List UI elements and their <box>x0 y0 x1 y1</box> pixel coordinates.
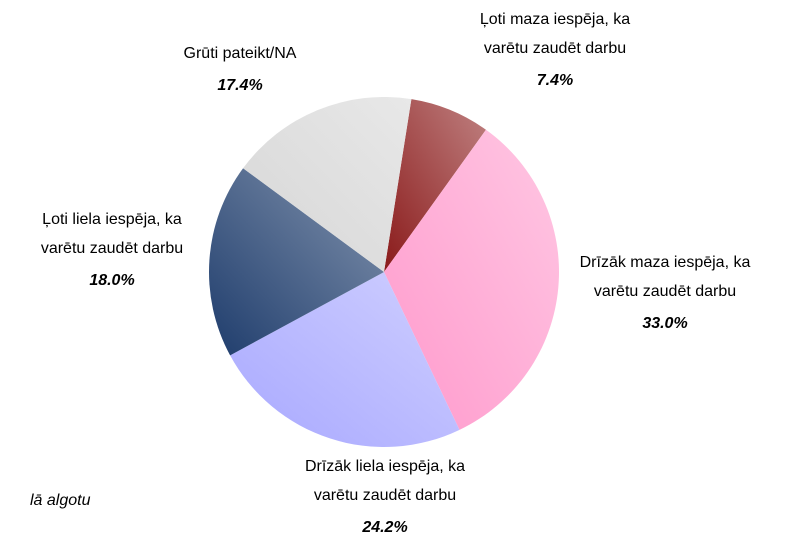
slice-label: Drīzāk maza iespēja, ka <box>580 254 751 271</box>
annotation: lā algotu <box>30 492 91 509</box>
pie-slice <box>384 129 559 430</box>
slice-label: varētu zaudēt darbu <box>41 240 183 257</box>
value-label: 18.0% <box>89 272 134 289</box>
slice-label: varētu zaudēt darbu <box>594 283 736 300</box>
slice-label: Drīzāk liela iespēja, ka <box>305 458 465 475</box>
pie-slice <box>384 99 486 272</box>
value-label: 17.4% <box>217 77 262 94</box>
value-label: 33.0% <box>642 315 687 332</box>
slice-label: Ļoti maza iespēja, ka <box>480 11 630 28</box>
slice-label: varētu zaudēt darbu <box>484 40 626 57</box>
slice-label: Ļoti liela iespēja, ka <box>42 211 182 228</box>
pie-slice <box>230 272 460 447</box>
pie-slice <box>243 97 412 272</box>
slice-label: Grūti pateikt/NA <box>184 45 297 62</box>
pie-slice <box>209 168 384 356</box>
value-label: 24.2% <box>361 519 407 536</box>
slice-label: varētu zaudēt darbu <box>314 487 456 504</box>
value-label: 7.4% <box>537 72 573 89</box>
